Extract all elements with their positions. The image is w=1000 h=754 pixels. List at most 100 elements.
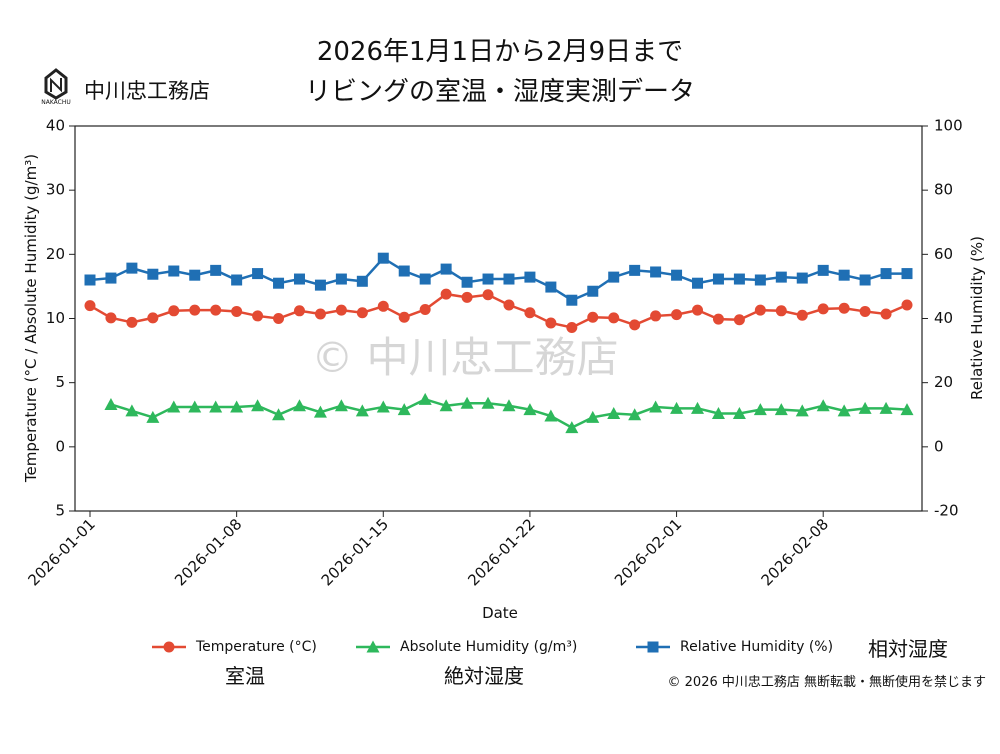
point: [377, 252, 389, 264]
series: [104, 392, 914, 434]
point: [105, 312, 117, 324]
watermark: © 中川忠工務店: [311, 333, 618, 382]
point: [355, 404, 369, 417]
y-tick-label: 10: [46, 309, 65, 327]
y-tick-label: 5: [55, 502, 65, 520]
point: [418, 392, 432, 405]
y-axis-label: Temperature (°C / Absolute Humidity (g/m…: [22, 154, 40, 483]
point: [502, 399, 516, 412]
point: [147, 268, 159, 280]
point: [252, 268, 264, 280]
y2-tick-label: 20: [934, 373, 953, 391]
point: [230, 400, 244, 413]
annotation: 室温: [225, 664, 265, 688]
logo-icon: [50, 77, 62, 93]
point: [880, 268, 892, 280]
point: [838, 302, 850, 314]
point: [461, 276, 473, 288]
point: [210, 304, 222, 316]
legend-label: Absolute Humidity (g/m³): [400, 639, 577, 655]
point: [524, 271, 536, 283]
point: [859, 274, 871, 286]
point: [251, 399, 265, 412]
y2-tick-label: -20: [934, 502, 959, 520]
point: [647, 641, 659, 653]
y2-axis-label: Relative Humidity (%): [968, 236, 986, 400]
point: [586, 410, 600, 423]
brand: 中川忠工務店: [84, 79, 210, 103]
point: [356, 275, 368, 287]
point: [524, 307, 536, 319]
point: [482, 289, 494, 301]
y2-tick-label: 40: [934, 309, 953, 327]
y-tick-label: 40: [46, 117, 65, 135]
point: [587, 311, 599, 323]
logo: NAKACHU 中川忠工務店: [41, 68, 210, 106]
point: [691, 401, 705, 414]
point: [901, 299, 913, 311]
legend-label: Temperature (°C): [195, 639, 317, 655]
point: [398, 311, 410, 323]
point: [838, 269, 850, 281]
point: [481, 396, 495, 409]
point: [105, 272, 117, 284]
point: [900, 403, 914, 416]
y2-tick-label: 0: [934, 437, 944, 455]
y2-tick-label: 60: [934, 245, 953, 263]
point: [84, 300, 96, 312]
point: [209, 400, 223, 413]
point: [273, 277, 285, 289]
point: [440, 288, 452, 300]
point: [880, 308, 892, 320]
point: [335, 273, 347, 285]
x-axis-label: Date: [482, 604, 518, 622]
point: [566, 294, 578, 306]
point: [147, 312, 159, 324]
point: [692, 277, 704, 289]
logo-text: NAKACHU: [41, 99, 71, 106]
point: [356, 307, 368, 319]
point: [795, 404, 809, 417]
point: [732, 406, 746, 419]
point: [837, 404, 851, 417]
point: [125, 404, 139, 417]
point: [859, 305, 871, 317]
point: [671, 309, 683, 321]
point: [817, 264, 829, 276]
point: [189, 304, 201, 316]
y-tick-label: 30: [46, 181, 65, 199]
point: [545, 281, 557, 293]
point: [754, 304, 766, 316]
point: [167, 400, 181, 413]
point: [314, 308, 326, 320]
point: [774, 403, 788, 416]
point: [670, 401, 684, 414]
point: [366, 640, 380, 653]
point: [544, 409, 558, 422]
point: [816, 399, 830, 412]
point: [231, 305, 243, 317]
point: [482, 273, 494, 285]
point: [733, 273, 745, 285]
point: [210, 264, 222, 276]
point: [711, 406, 725, 419]
point: [858, 401, 872, 414]
point: [292, 399, 306, 412]
point: [314, 279, 326, 291]
series-line: [89, 292, 908, 329]
copyright: © 2026 中川忠工務店 無断転載・無断使用を禁じます: [668, 674, 986, 690]
point: [273, 313, 285, 324]
point: [231, 274, 243, 286]
point: [565, 421, 579, 434]
series: [84, 252, 913, 306]
point: [712, 273, 724, 285]
logo-icon: [44, 68, 68, 100]
point: [629, 319, 641, 331]
point: [126, 262, 138, 274]
point: [398, 265, 410, 277]
chart-subtitle: リビングの室温・湿度実測データ: [305, 77, 695, 107]
point: [189, 269, 201, 281]
point: [879, 401, 893, 414]
point: [753, 403, 767, 416]
